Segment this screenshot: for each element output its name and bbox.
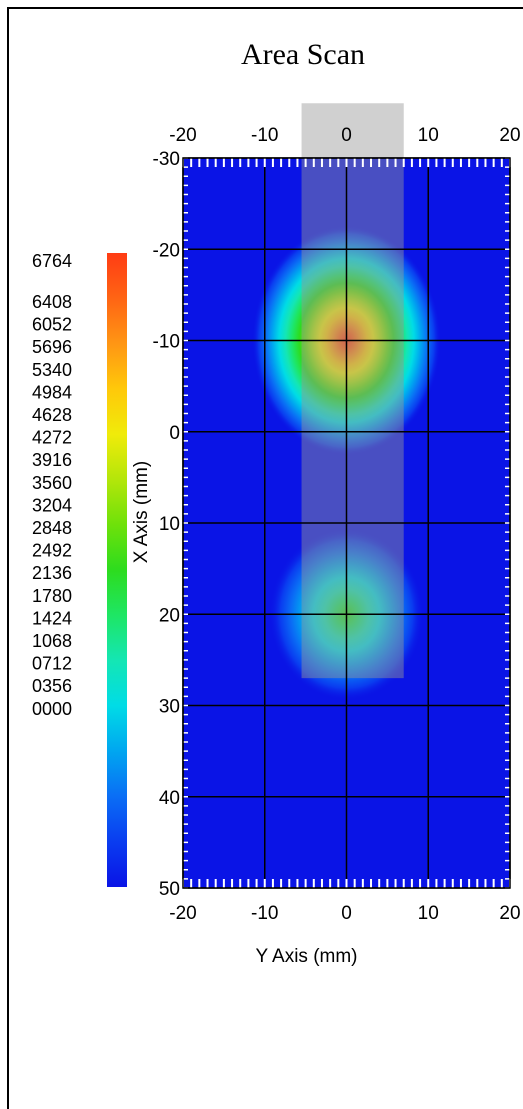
y-tick-label: -30 bbox=[153, 149, 180, 170]
y-tick-label: 50 bbox=[159, 879, 180, 900]
colorbar-label: 2136 bbox=[32, 563, 72, 583]
plot-border bbox=[182, 157, 511, 889]
colorbar-label: 3204 bbox=[32, 495, 72, 515]
colorbar-label: 3916 bbox=[32, 450, 72, 470]
y-tick-label: 20 bbox=[159, 605, 180, 626]
x-tick-label-bottom: 20 bbox=[499, 903, 520, 924]
x-tick-label-top: -10 bbox=[251, 125, 278, 146]
colorbar-label: 1068 bbox=[32, 631, 72, 651]
colorbar-label: 4628 bbox=[32, 405, 72, 425]
y-axis-title: X Axis (mm) bbox=[131, 461, 152, 563]
colorbar-label: 3560 bbox=[32, 473, 72, 493]
colorbar-label: 2492 bbox=[32, 541, 72, 561]
colorbar-label: 6408 bbox=[32, 292, 72, 312]
colorbar-label: 4984 bbox=[32, 382, 72, 402]
colorbar-label: 1424 bbox=[32, 608, 72, 628]
colorbar-label: 1780 bbox=[32, 586, 72, 606]
y-tick-label: 10 bbox=[159, 514, 180, 535]
colorbar-label: 6052 bbox=[32, 315, 72, 335]
tick-labels-layer: -20 -20 -10 -10 0 0 10 10 20 20 -30 -20 -10 0 10 20 30 40… bbox=[153, 125, 521, 924]
colorbar-label: 0712 bbox=[32, 654, 72, 674]
tick-marks-layer bbox=[182, 157, 511, 889]
y-tick-label: -20 bbox=[153, 240, 180, 261]
colorbar-bar bbox=[107, 253, 127, 887]
x-tick-label-top: 10 bbox=[418, 125, 439, 146]
y-tick-label: 0 bbox=[169, 423, 180, 444]
x-tick-label-bottom: 0 bbox=[341, 903, 352, 924]
area-scan-chart: -20 -20 -10 -10 0 0 10 10 20 20 -30 -20 -10 0 10 20 30 40… bbox=[32, 103, 521, 967]
x-tick-label-top: 0 bbox=[341, 125, 352, 146]
y-tick-label: -10 bbox=[153, 332, 180, 353]
x-tick-label-bottom: -10 bbox=[251, 903, 278, 924]
colorbar-label: 6764 bbox=[32, 251, 72, 271]
colorbar-label: 0000 bbox=[32, 699, 72, 719]
x-axis-title: Y Axis (mm) bbox=[255, 946, 357, 967]
colorbar: 6764640860525696534049844628427239163560… bbox=[32, 251, 127, 887]
colorbar-label: 5340 bbox=[32, 360, 72, 380]
y-tick-label: 30 bbox=[159, 697, 180, 718]
y-tick-label: 40 bbox=[159, 788, 180, 809]
chart-title: Area Scan bbox=[240, 38, 366, 71]
colorbar-label: 4272 bbox=[32, 428, 72, 448]
colorbar-label: 0356 bbox=[32, 676, 72, 696]
x-tick-label-top: -20 bbox=[169, 125, 196, 146]
colorbar-label: 2848 bbox=[32, 518, 72, 538]
colorbar-label: 5696 bbox=[32, 337, 72, 357]
x-tick-label-bottom: -20 bbox=[169, 903, 196, 924]
probe-overlay bbox=[301, 103, 404, 679]
probe-overlay-layer bbox=[301, 103, 404, 679]
x-tick-label-bottom: 10 bbox=[418, 903, 439, 924]
x-tick-label-top: 20 bbox=[499, 125, 520, 146]
plot-frame bbox=[7, 7, 523, 1109]
